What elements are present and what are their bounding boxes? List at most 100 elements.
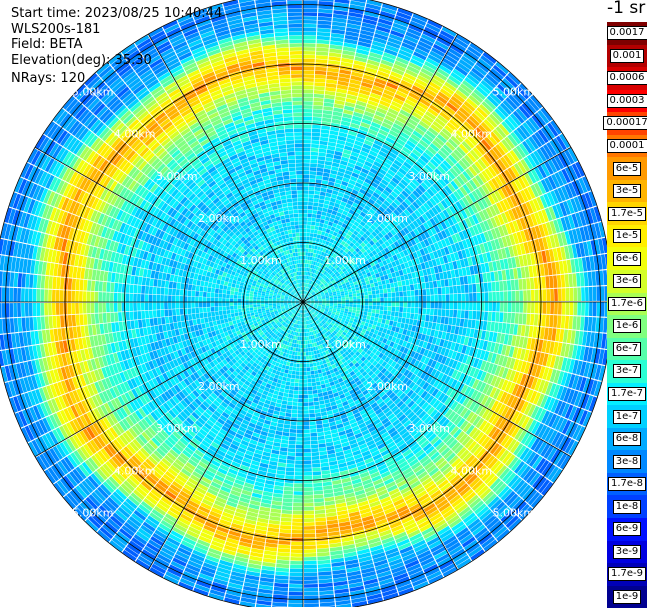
beta-cell: [318, 575, 332, 580]
beta-cell: [348, 309, 352, 312]
beta-cell: [303, 437, 310, 441]
beta-cell: [375, 313, 379, 317]
beta-cell: [486, 272, 491, 282]
beta-cell: [293, 503, 303, 507]
beta-cell: [311, 245, 314, 249]
beta-cell: [312, 129, 321, 133]
beta-cell: [319, 199, 325, 203]
beta-cell: [303, 402, 308, 406]
beta-cell: [297, 336, 299, 340]
beta-cell: [288, 603, 303, 607]
beta-cell: [317, 36, 330, 40]
beta-cell: [303, 391, 308, 395]
beta-cell: [296, 437, 303, 441]
beta-cell: [303, 356, 306, 360]
beta-cell: [400, 297, 404, 302]
beta-cell: [289, 390, 294, 394]
beta-cell: [322, 114, 331, 119]
beta-cell: [281, 517, 292, 521]
beta-cell: [319, 195, 325, 199]
beta-cell: [364, 308, 368, 312]
beta-cell: [384, 298, 388, 302]
beta-cell: [494, 322, 499, 332]
beta-cell: [437, 316, 441, 323]
beta-cell: [391, 292, 395, 297]
beta-cell: [308, 202, 313, 206]
beta-cell: [317, 552, 330, 556]
beta-cell: [320, 602, 335, 607]
beta-cell: [441, 287, 445, 294]
beta-cell: [421, 315, 425, 321]
beta-cell: [410, 313, 414, 319]
beta-cell: [316, 47, 329, 51]
beta-cell: [445, 309, 449, 316]
beta-cell: [303, 148, 311, 152]
beta-cell: [303, 109, 312, 113]
beta-cell: [515, 291, 519, 302]
beta-cell: [476, 311, 480, 320]
beta-cell: [304, 599, 319, 603]
beta-cell: [379, 310, 383, 314]
beta-cell: [322, 228, 326, 232]
beta-cell: [313, 394, 318, 398]
beta-cell: [396, 322, 400, 327]
beta-cell: [434, 288, 438, 295]
beta-cell: [561, 275, 565, 288]
beta-cell: [367, 316, 371, 320]
beta-cell: [315, 517, 326, 521]
beta-cell: [408, 325, 413, 331]
beta-cell: [272, 602, 287, 607]
beta-cell: [304, 568, 317, 572]
beta-cell: [310, 253, 313, 257]
beta-cell: [383, 315, 387, 320]
beta-cell: [295, 468, 303, 472]
beta-cell: [300, 368, 303, 372]
beta-cell: [304, 503, 314, 507]
beta-cell: [303, 244, 306, 248]
beta-cell: [303, 36, 316, 40]
beta-cell: [310, 167, 317, 171]
beta-cell: [315, 378, 319, 382]
beta-cell: [399, 307, 403, 312]
beta-cell: [320, 404, 326, 408]
beta-cell: [345, 304, 349, 306]
beta-cell: [291, 378, 295, 382]
beta-cell: [317, 432, 324, 436]
beta-cell: [276, 567, 289, 571]
beta-cell: [298, 399, 303, 403]
beta-cell: [313, 105, 323, 109]
beta-cell: [308, 194, 313, 198]
beta-cell: [304, 584, 318, 588]
beta-cell: [315, 409, 321, 413]
beta-cell: [284, 420, 290, 424]
beta-cell: [384, 306, 388, 310]
beta-cell: [401, 280, 405, 286]
beta-cell: [367, 312, 371, 316]
beta-cell: [523, 290, 527, 301]
beta-cell: [304, 565, 317, 569]
beta-cell: [323, 224, 328, 228]
beta-cell: [391, 288, 395, 293]
beta-cell: [296, 344, 299, 348]
beta-cell: [491, 282, 495, 292]
beta-cell: [531, 290, 535, 301]
beta-cell: [378, 318, 382, 323]
beta-cell: [388, 302, 392, 306]
beta-cell: [468, 311, 472, 319]
beta-cell: [303, 179, 309, 183]
beta-cell: [453, 286, 457, 294]
beta-cell: [428, 275, 433, 282]
beta-cell: [589, 302, 593, 316]
beta-cell: [304, 576, 318, 580]
beta-cell: [399, 292, 403, 297]
beta-cell: [303, 140, 311, 144]
beta-cell: [444, 279, 448, 286]
beta-cell: [408, 273, 413, 279]
beta-cell: [467, 319, 472, 328]
beta-cell: [494, 271, 499, 281]
beta-cell: [402, 286, 406, 291]
beta-cell: [324, 169, 331, 174]
beta-cell: [308, 198, 313, 202]
beta-cell: [316, 44, 329, 48]
beta-cell: [303, 225, 307, 229]
